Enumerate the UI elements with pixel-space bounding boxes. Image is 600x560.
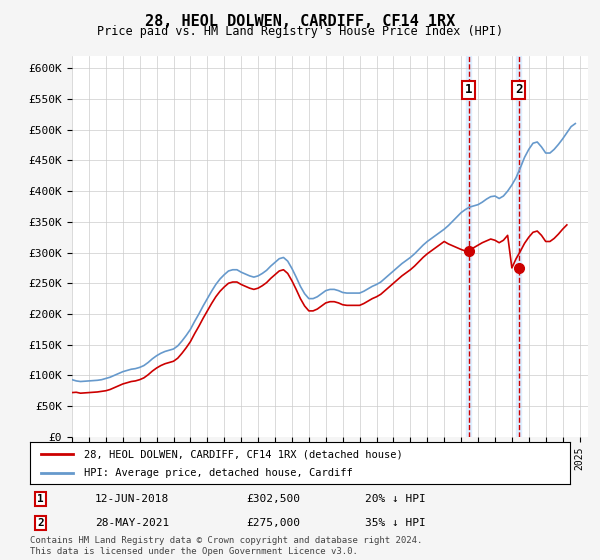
Text: 28-MAY-2021: 28-MAY-2021 [95,518,169,528]
Bar [466,56,471,437]
Text: Price paid vs. HM Land Registry's House Price Index (HPI): Price paid vs. HM Land Registry's House … [97,25,503,38]
Text: 35% ↓ HPI: 35% ↓ HPI [365,518,425,528]
Text: 28, HEOL DOLWEN, CARDIFF, CF14 1RX (detached house): 28, HEOL DOLWEN, CARDIFF, CF14 1RX (deta… [84,449,403,459]
Text: 2: 2 [37,518,44,528]
Text: HPI: Average price, detached house, Cardiff: HPI: Average price, detached house, Card… [84,468,353,478]
Text: 1: 1 [465,83,472,96]
Text: 20% ↓ HPI: 20% ↓ HPI [365,494,425,504]
Text: 28, HEOL DOLWEN, CARDIFF, CF14 1RX: 28, HEOL DOLWEN, CARDIFF, CF14 1RX [145,14,455,29]
Text: 1: 1 [37,494,44,504]
Text: Contains HM Land Registry data © Crown copyright and database right 2024.
This d: Contains HM Land Registry data © Crown c… [30,536,422,556]
Text: £275,000: £275,000 [246,518,300,528]
Text: £302,500: £302,500 [246,494,300,504]
Text: 12-JUN-2018: 12-JUN-2018 [95,494,169,504]
Text: 2: 2 [515,83,523,96]
Bar [516,56,521,437]
